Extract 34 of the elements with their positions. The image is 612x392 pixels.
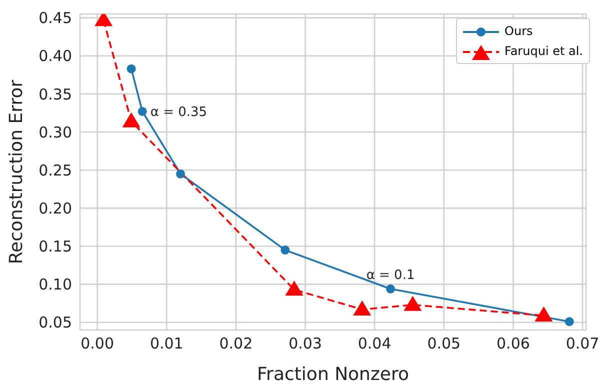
- annotation: α = 0.35: [150, 105, 208, 120]
- x-axis-title: Fraction Nonzero: [257, 364, 409, 385]
- y-tick-label: 0.45: [38, 9, 72, 28]
- legend-label: Ours: [504, 24, 533, 38]
- y-tick-label: 0.10: [38, 276, 72, 294]
- point: [353, 300, 372, 316]
- point: [386, 284, 396, 294]
- point: [404, 296, 422, 311]
- x-tick-label: 0.04: [358, 334, 392, 353]
- legend-label: Faruqui et al.: [504, 44, 583, 58]
- y-tick-label: 0.20: [38, 199, 72, 218]
- y-tick-label: 0.30: [38, 123, 72, 142]
- point: [280, 246, 290, 255]
- x-tick-label: 0.03: [288, 334, 322, 353]
- x-tick-label: 0.07: [566, 334, 600, 353]
- y-tick-label: 0.40: [38, 47, 72, 66]
- x-tick-label: 0.02: [219, 334, 253, 353]
- point: [122, 112, 140, 128]
- point: [534, 306, 553, 322]
- point: [285, 280, 304, 296]
- y-tick-label: 0.35: [38, 85, 72, 104]
- y-tick-label: 0.05: [38, 314, 72, 332]
- point: [138, 106, 147, 116]
- y-tick-label: 0.25: [38, 161, 72, 180]
- point: [564, 317, 574, 326]
- x-tick-label: 0.06: [496, 334, 530, 353]
- y-axis-title: Reconstruction Error: [6, 79, 27, 264]
- point: [126, 64, 136, 74]
- annotation: α = 0.1: [366, 268, 415, 283]
- x-tick-label: 0.00: [80, 334, 114, 353]
- x-tick-label: 0.05: [427, 334, 461, 353]
- y-tick-label: 0.15: [38, 238, 72, 256]
- x-tick-label: 0.01: [150, 334, 184, 353]
- point: [176, 169, 186, 178]
